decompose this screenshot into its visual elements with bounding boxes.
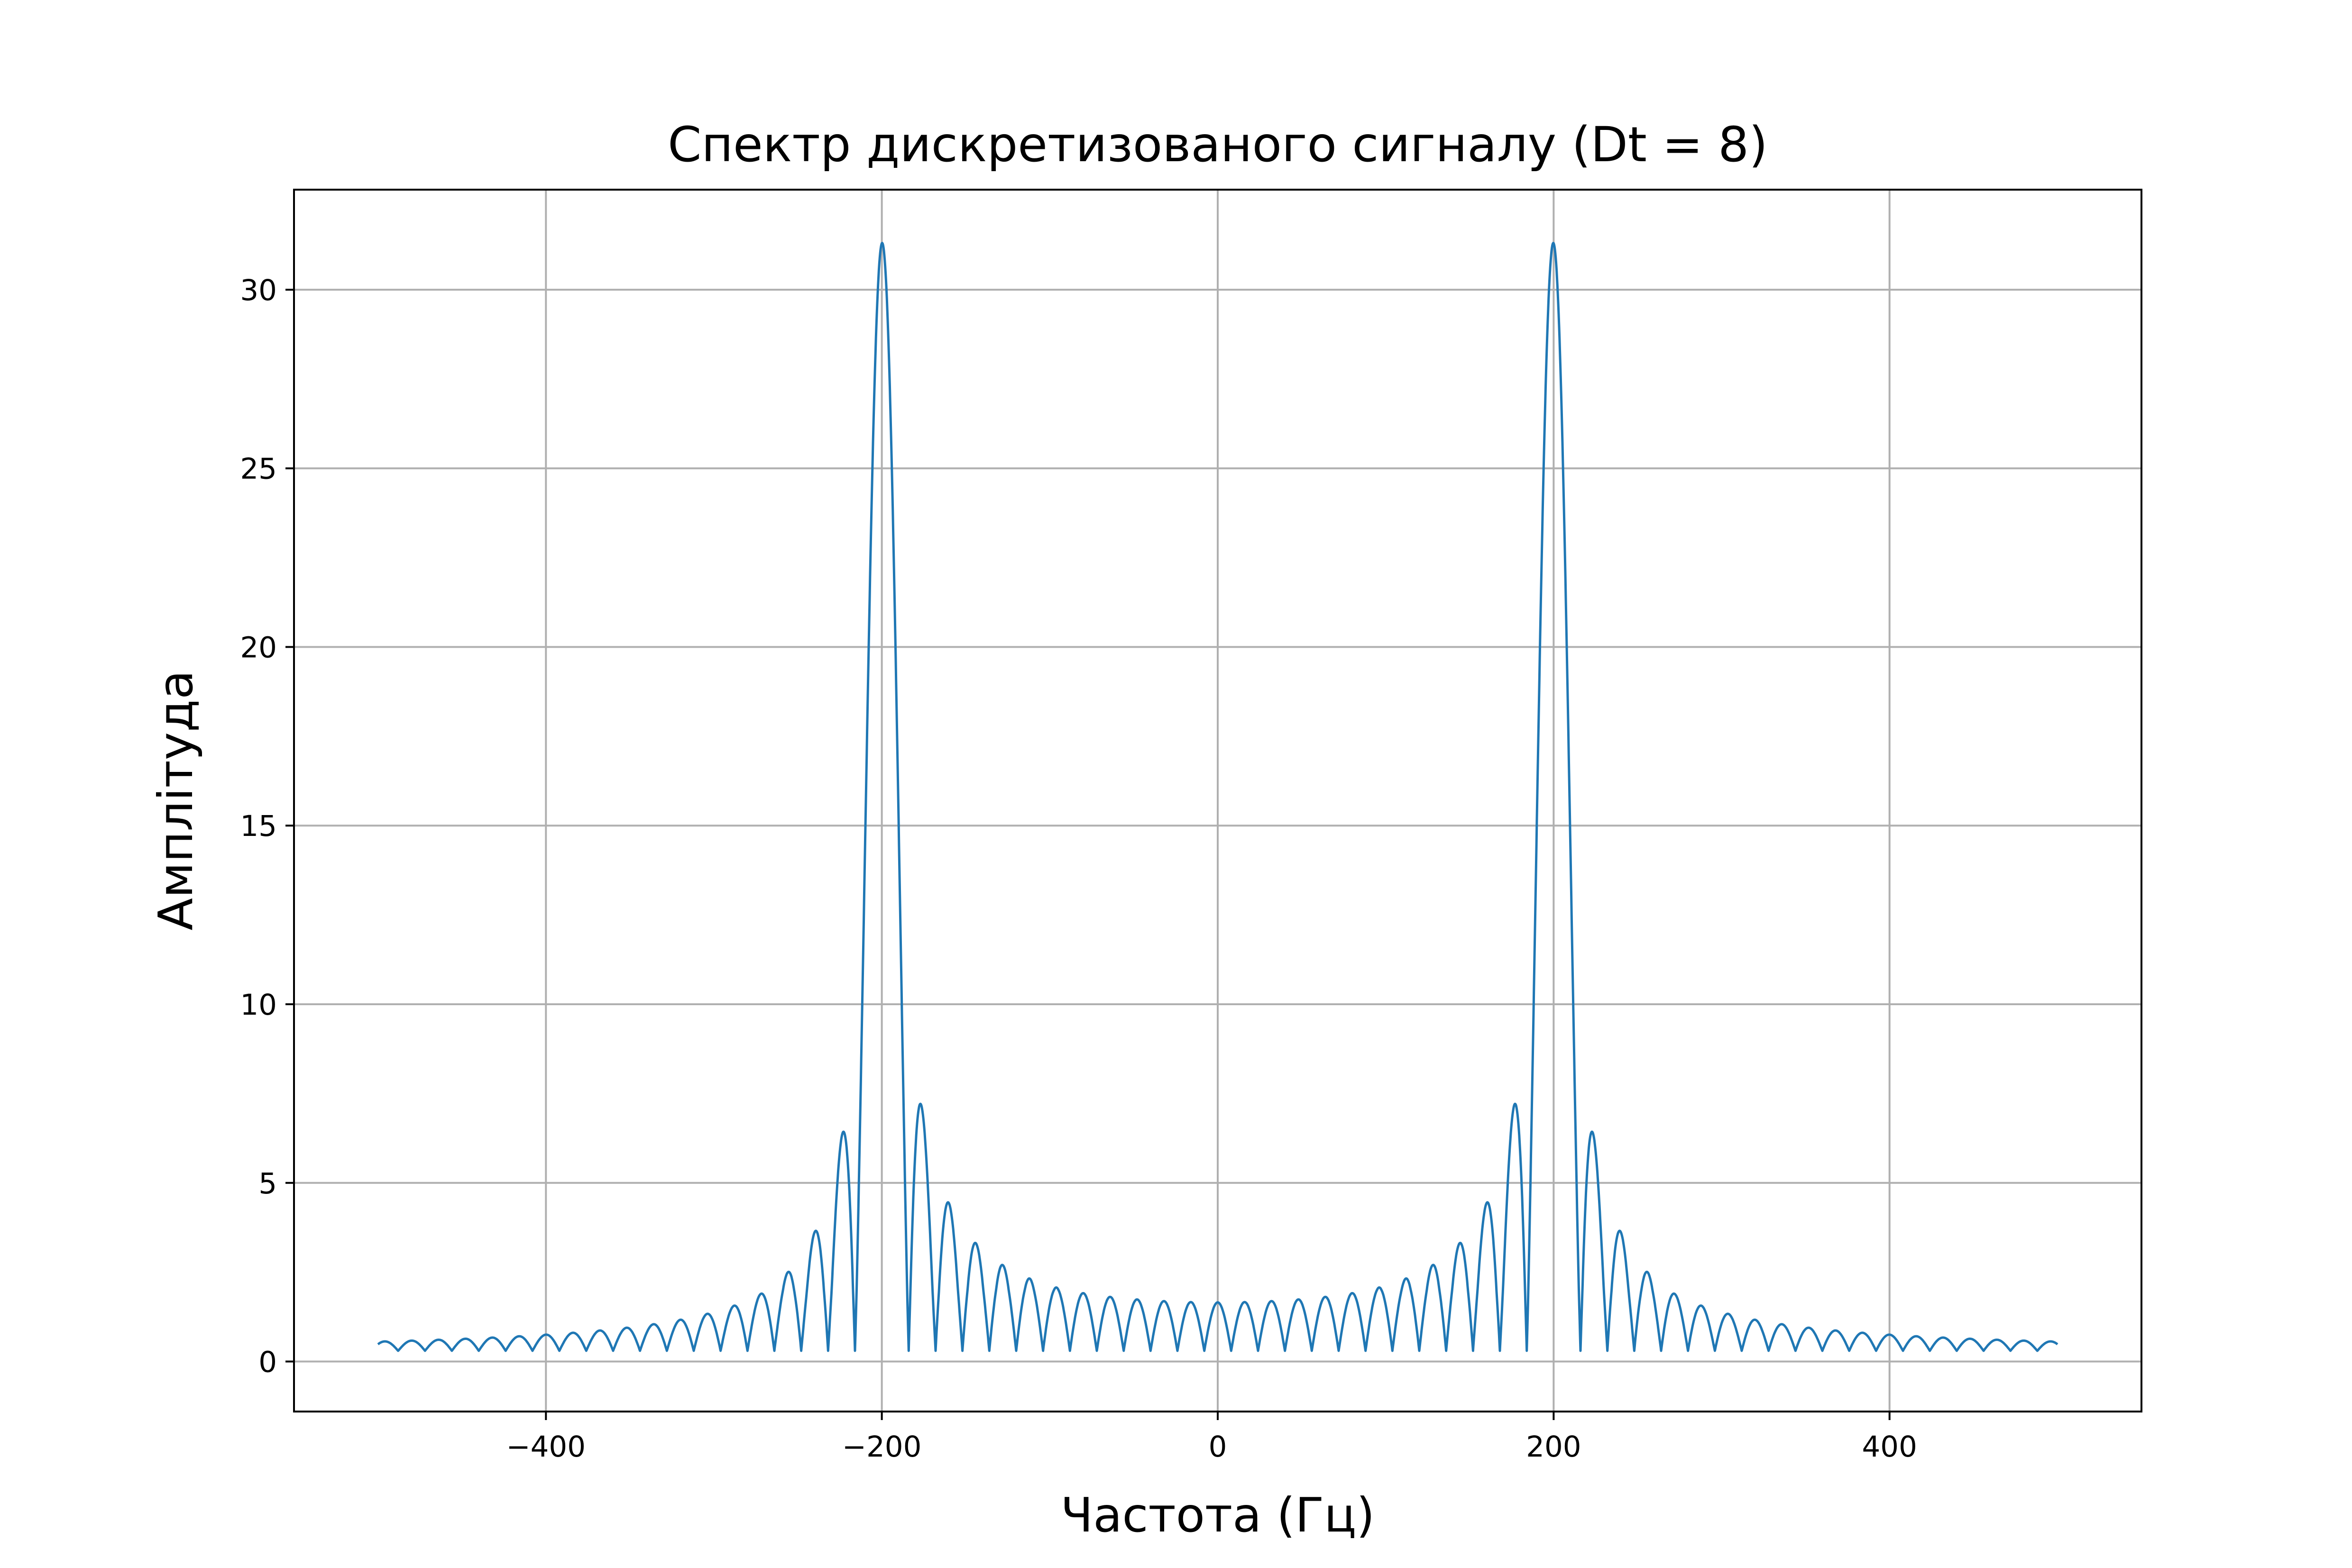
y-tick-label: 15 (240, 809, 277, 843)
plot-area (377, 242, 2058, 1352)
x-tick-label: 0 (1209, 1430, 1227, 1464)
y-tick-label: 20 (240, 631, 277, 664)
x-axis-ticks: −400 −200 0 200 400 (506, 1412, 1917, 1464)
x-axis-label: Частота (Гц) (1061, 1487, 1375, 1543)
x-tick-label: −200 (842, 1430, 922, 1464)
spectrum-series-line (377, 242, 2058, 1352)
y-tick-label: 5 (258, 1167, 277, 1201)
y-axis-ticks: 0 5 10 15 20 25 30 (240, 274, 294, 1379)
grid-lines (294, 190, 2141, 1412)
chart-title: Спектр дискретизованого сигналу (Dt = 8) (668, 117, 1768, 173)
x-tick-label: 200 (1526, 1430, 1581, 1464)
x-tick-label: −400 (506, 1430, 586, 1464)
y-tick-label: 30 (240, 274, 277, 307)
y-tick-label: 25 (240, 452, 277, 486)
y-tick-label: 10 (240, 988, 277, 1022)
y-axis-label: Амплітуда (148, 670, 203, 931)
x-tick-label: 400 (1862, 1430, 1917, 1464)
y-tick-label: 0 (258, 1346, 277, 1379)
